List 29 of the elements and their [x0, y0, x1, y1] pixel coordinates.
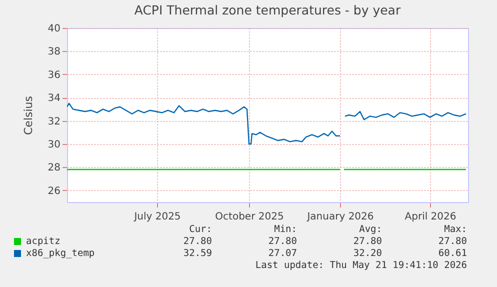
- x-tick-label: January 2026: [306, 212, 374, 222]
- text: 27.80: [182, 236, 212, 247]
- y-tick-label: 26: [48, 186, 60, 197]
- legend-label: acpitz: [26, 236, 60, 247]
- text: 27.07: [267, 248, 297, 259]
- text: 27.80: [352, 236, 382, 247]
- text: Min:: [273, 224, 297, 235]
- text: Last update: Thu May 21 19:41:10 2026: [254, 260, 467, 272]
- chart-title: ACPI Thermal zone temperatures - by year: [134, 2, 402, 18]
- y-tick-label: 38: [48, 46, 60, 58]
- text: 27.80: [267, 236, 297, 247]
- text: Avg:: [358, 224, 382, 235]
- text: Cur:: [188, 224, 212, 235]
- x-tick-label: October 2025: [215, 212, 284, 222]
- text: 32.59: [182, 248, 212, 259]
- text: 27.80: [437, 236, 467, 247]
- y-tick-label: 40: [48, 24, 60, 34]
- x-tick-label: April 2026: [404, 212, 456, 222]
- y-tick-label: 30: [48, 140, 60, 150]
- y-tick-label: 32: [48, 116, 60, 128]
- text: 60.61: [437, 248, 467, 259]
- y-tick-label: 34: [48, 93, 60, 104]
- text: Max:: [443, 224, 467, 235]
- y-axis-title: Celsius: [22, 96, 35, 135]
- y-tick-label: 28: [48, 162, 60, 174]
- y-tick-label: 36: [48, 70, 60, 81]
- text: 32.20: [352, 248, 382, 259]
- legend-label: x86_pkg_temp: [26, 248, 95, 259]
- x-tick-label: July 2025: [133, 212, 181, 222]
